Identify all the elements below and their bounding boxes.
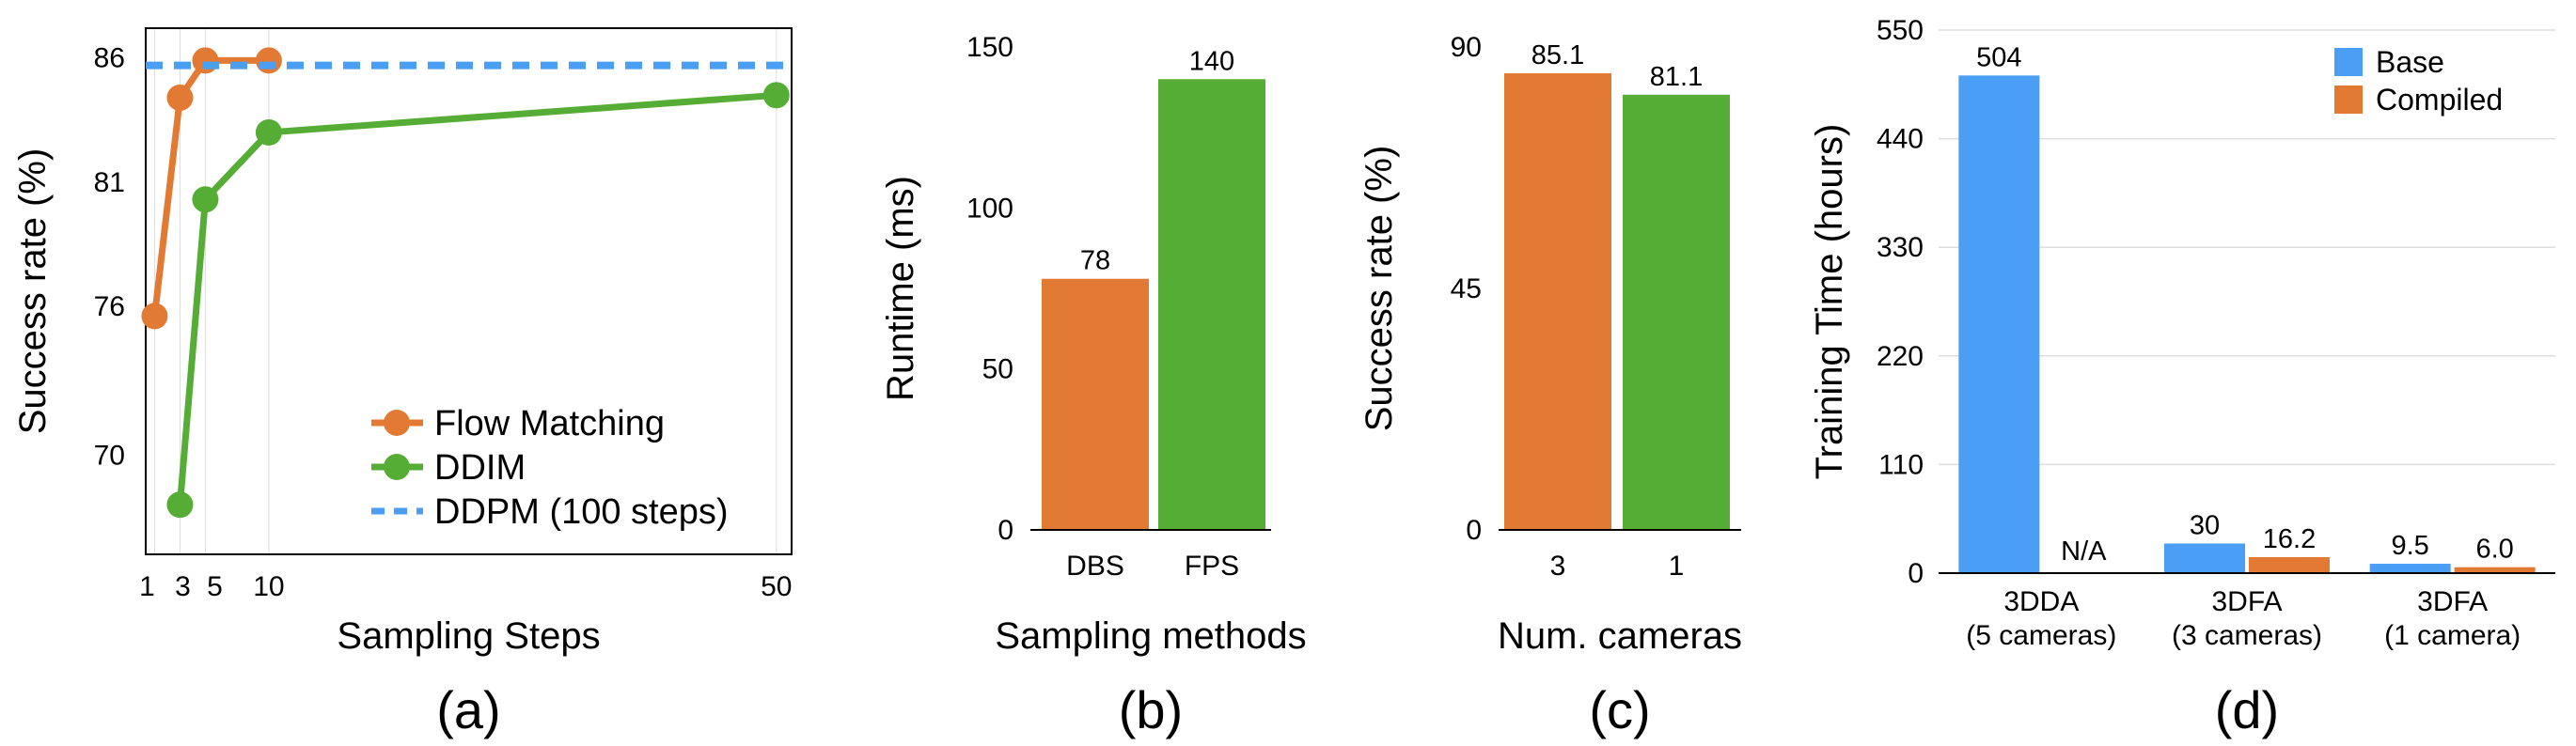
a-panel-label: (a) xyxy=(436,680,500,739)
d-y-axis-title: Training Time (hours) xyxy=(1809,124,1850,480)
d-category-label-line2: (5 cameras) xyxy=(1966,620,2116,651)
b-x-axis-title: Sampling methods xyxy=(995,615,1306,657)
c-ytick-label: 45 xyxy=(1451,273,1482,304)
d-bar-1 xyxy=(2249,556,2330,573)
a-ytick-label: 70 xyxy=(94,440,125,471)
c-x-axis-title: Num. cameras xyxy=(1498,615,1742,657)
c-bar-1 xyxy=(1623,94,1730,530)
c-value-label: 81.1 xyxy=(1650,62,1703,92)
d-value-label: N/A xyxy=(2061,536,2107,567)
b-value-label: 78 xyxy=(1080,246,1110,276)
a-ytick-label: 81 xyxy=(94,167,125,198)
d-bar-0 xyxy=(2369,564,2451,573)
d-ytick-label: 0 xyxy=(1908,558,1924,589)
d-value-label: 6.0 xyxy=(2476,535,2514,565)
c-y-axis-title: Success rate (%) xyxy=(1359,146,1400,432)
a-data-point-1 xyxy=(166,491,194,519)
d-value-label: 504 xyxy=(1976,42,2021,72)
a-xtick-label: 50 xyxy=(761,571,792,602)
a-data-point-1 xyxy=(192,186,219,213)
d-bar-0 xyxy=(2164,543,2245,573)
d-value-label: 30 xyxy=(2190,510,2220,540)
a-ytick-label: 86 xyxy=(94,43,125,74)
d-legend-label: Base xyxy=(2376,45,2444,79)
d-bar-0 xyxy=(1958,75,2040,574)
c-panel-label: (c) xyxy=(1589,680,1650,739)
a-x-axis-title: Sampling Steps xyxy=(337,615,600,657)
b-ytick-label: 50 xyxy=(982,354,1013,385)
c-ytick-label: 0 xyxy=(1466,515,1482,546)
a-legend-label: DDIM xyxy=(434,448,526,488)
d-category-label-line1: 3DFA xyxy=(2417,586,2488,617)
d-value-label: 16.2 xyxy=(2263,524,2316,554)
a-data-point-0 xyxy=(141,303,168,330)
c-xtick-label: 3 xyxy=(1550,551,1566,582)
d-ytick-label: 110 xyxy=(1878,449,1924,480)
d-legend-swatch xyxy=(2334,48,2363,76)
a-data-point-1 xyxy=(762,82,790,109)
c-ytick-label: 90 xyxy=(1451,32,1482,63)
a-data-point-1 xyxy=(255,118,282,146)
b-xtick-label: FPS xyxy=(1185,551,1239,582)
d-legend-swatch xyxy=(2334,85,2363,114)
a-xtick-label: 10 xyxy=(253,571,284,602)
d-category-label-line2: (1 camera) xyxy=(2384,620,2521,651)
d-ytick-label: 550 xyxy=(1877,15,1924,46)
d-value-label: 9.5 xyxy=(2392,531,2429,561)
d-category-label-line1: 3DFA xyxy=(2211,586,2282,617)
c-value-label: 85.1 xyxy=(1531,40,1584,70)
d-category-label-line1: 3DDA xyxy=(2003,586,2079,617)
a-data-point-0 xyxy=(255,47,282,74)
a-legend-label: DDPM (100 steps) xyxy=(434,492,729,532)
d-ytick-label: 330 xyxy=(1877,232,1924,263)
a-xtick-label: 3 xyxy=(175,571,191,602)
a-series-line-1 xyxy=(176,91,778,505)
b-ytick-label: 0 xyxy=(997,515,1013,546)
d-ytick-label: 440 xyxy=(1877,124,1924,155)
a-legend-marker xyxy=(384,454,410,480)
b-bar-0 xyxy=(1042,278,1149,530)
a-data-point-0 xyxy=(192,47,219,74)
a-xtick-label: 1 xyxy=(139,571,155,602)
d-legend-label: Compiled xyxy=(2376,83,2503,117)
b-panel-label: (b) xyxy=(1119,680,1183,739)
b-xtick-label: DBS xyxy=(1066,551,1124,582)
b-ytick-label: 150 xyxy=(966,32,1013,63)
d-ytick-label: 220 xyxy=(1877,341,1924,372)
c-xtick-label: 1 xyxy=(1669,551,1685,582)
a-ytick-label: 76 xyxy=(94,291,125,322)
a-xtick-label: 5 xyxy=(207,571,223,602)
a-series-line-0 xyxy=(150,56,269,317)
a-plot-frame xyxy=(145,27,793,555)
b-ytick-label: 100 xyxy=(966,193,1013,224)
a-data-point-0 xyxy=(166,84,194,111)
a-legend-marker xyxy=(384,410,410,436)
b-value-label: 140 xyxy=(1189,46,1234,76)
b-bar-1 xyxy=(1158,79,1265,531)
c-bar-0 xyxy=(1504,72,1611,531)
d-category-label-line2: (3 cameras) xyxy=(2172,620,2322,651)
d-bar-1 xyxy=(2454,567,2536,573)
b-y-axis-title: Runtime (ms) xyxy=(880,176,921,401)
d-panel-label: (d) xyxy=(2215,680,2279,739)
a-y-axis-title: Success rate (%) xyxy=(12,148,54,435)
a-legend-label: Flow Matching xyxy=(434,404,665,443)
